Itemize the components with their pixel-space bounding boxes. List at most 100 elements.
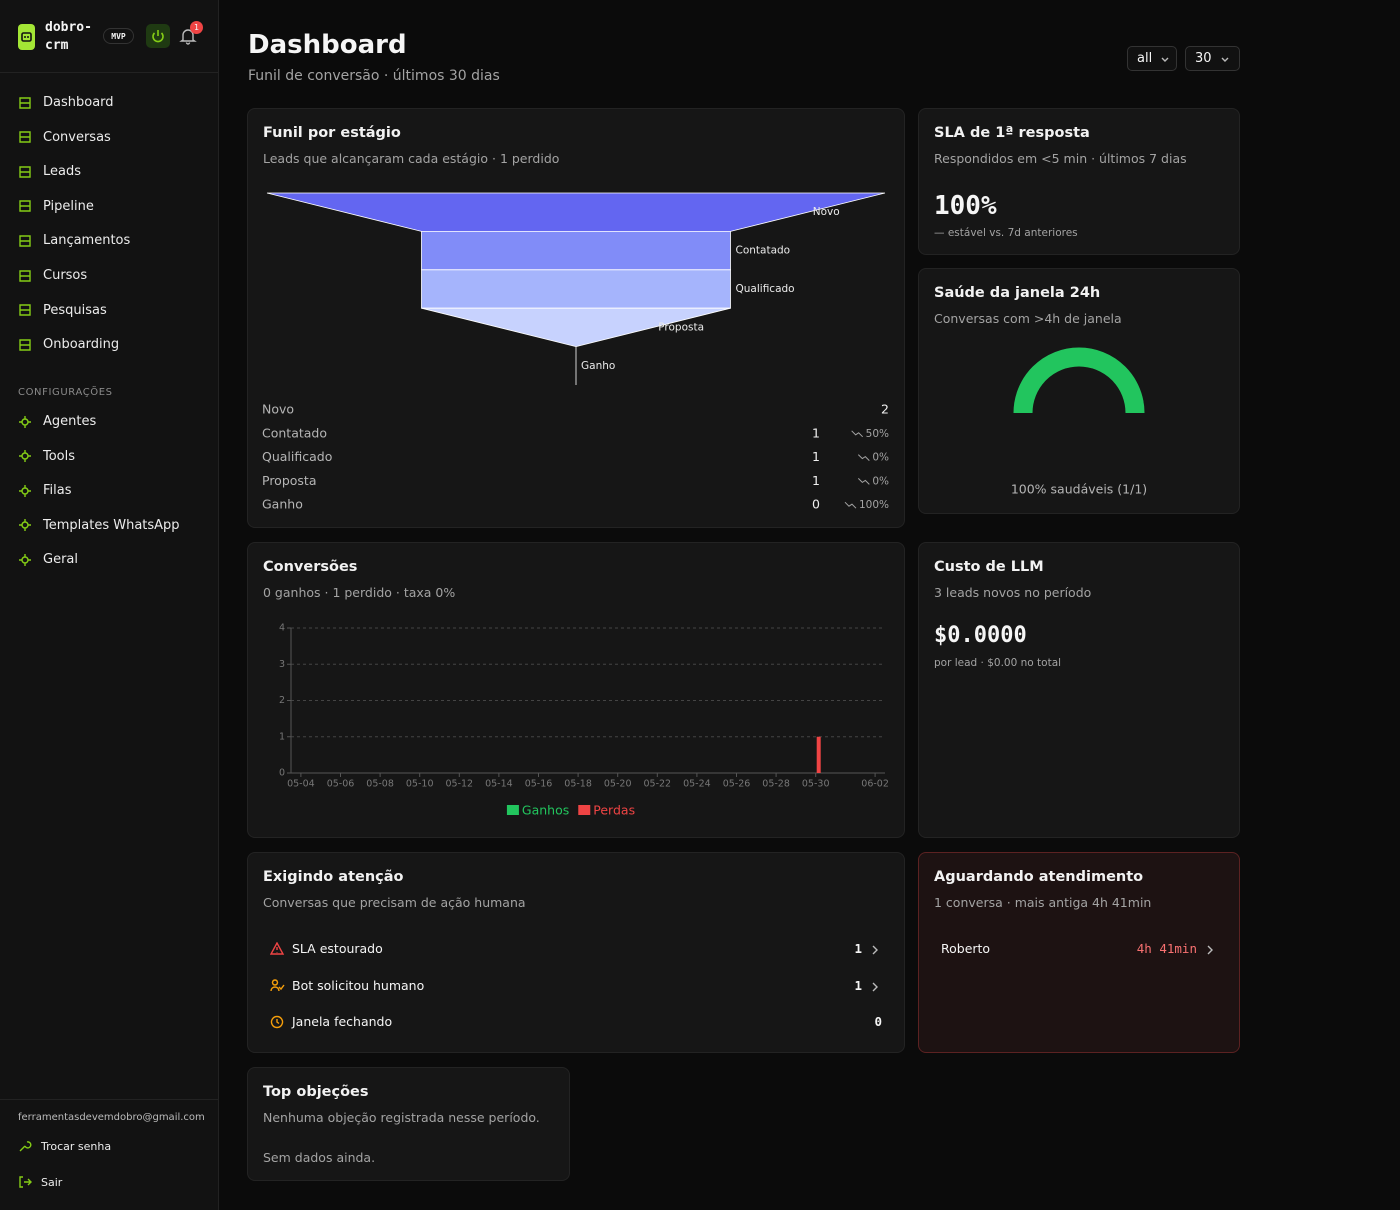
divider: [0, 72, 218, 73]
nav-label: Cursos: [43, 268, 88, 283]
nav-item[interactable]: Conversas: [18, 130, 111, 145]
nav-item[interactable]: Lançamentos: [18, 233, 130, 248]
card-subtitle: Conversas que precisam de ação humana: [263, 895, 526, 910]
icon: [19, 1176, 32, 1188]
item-count: 1: [854, 941, 862, 956]
icon: [19, 519, 31, 532]
logo-icon: [21, 32, 32, 42]
page-subtitle: Funil de conversão · últimos 30 dias: [248, 68, 500, 84]
objections-card: Top objeções Nenhuma objeção registrada …: [247, 1067, 570, 1181]
metric-value: $0.0000: [934, 623, 1027, 648]
conversions-card: Conversões 0 ganhos · 1 perdido · taxa 0…: [247, 542, 905, 838]
attention-card: Exigindo atenção Conversas que precisam …: [247, 852, 905, 1053]
nav-label: Tools: [43, 448, 76, 464]
metric-note: — estável vs. 7d anteriores: [934, 227, 1078, 239]
icon-path: [19, 1141, 32, 1152]
icon-path: [270, 1015, 284, 1029]
nav-label: Pesquisas: [43, 302, 107, 318]
icon-path: [19, 484, 31, 497]
nav-item[interactable]: Dashboard: [18, 95, 114, 110]
nav-label: Agentes: [43, 414, 97, 429]
icon-path: [872, 945, 878, 955]
icon-path: [19, 200, 31, 212]
nav-item[interactable]: Templates WhatsApp: [18, 518, 180, 533]
account-link[interactable]: Trocar senha: [18, 1139, 111, 1153]
icon: [19, 165, 31, 178]
icon: [19, 450, 31, 463]
icon-path: [270, 978, 285, 991]
nav-label: Filas: [43, 483, 72, 499]
icon-path: [19, 131, 31, 143]
nav-item[interactable]: Onboarding: [18, 337, 119, 352]
power-button[interactable]: [146, 24, 170, 48]
card-subtitle: Respondidos em <5 min · últimos 7 dias: [934, 151, 1187, 166]
card-subtitle: 1 conversa · mais antiga 4h 41min: [934, 895, 1152, 910]
nav-item[interactable]: Cursos: [18, 268, 87, 283]
nav-item[interactable]: Tools: [18, 449, 75, 464]
icon: [19, 415, 31, 428]
nav-item[interactable]: Leads: [18, 164, 81, 179]
item-icon: [270, 978, 285, 998]
nav-label: Conversas: [43, 129, 111, 145]
card-subtitle: 0 ganhos · 1 perdido · taxa 0%: [263, 585, 456, 600]
llm-cost-card: Custo de LLM 3 leads novos no período $0…: [918, 542, 1240, 838]
nav-item[interactable]: Agentes: [18, 414, 96, 429]
card-subtitle: 3 leads novos no período: [934, 585, 1092, 600]
icon-path: [19, 96, 31, 109]
icon: [270, 978, 285, 991]
icon: [1221, 57, 1229, 62]
icon: [19, 338, 31, 351]
chevron: [870, 981, 880, 996]
icon: [872, 982, 878, 991]
nav-label: Pipeline: [43, 198, 94, 214]
icon: [19, 304, 31, 316]
card-title: Top objeções: [263, 1084, 369, 1100]
card-title: SLA de 1ª resposta: [934, 125, 1090, 141]
icon-path: [19, 304, 31, 316]
notification-badge: 1: [190, 21, 203, 34]
item-label[interactable]: Janela fechando: [292, 1014, 393, 1029]
badge: MVP: [103, 28, 134, 44]
health-card: Saúde da janela 24h Conversas com >4h de…: [918, 268, 1240, 514]
item-icon: [270, 1015, 285, 1034]
nav-item[interactable]: Pipeline: [18, 199, 94, 214]
icon-path: [1221, 57, 1229, 62]
item-label[interactable]: SLA estourado: [292, 941, 383, 956]
icon: [19, 269, 31, 282]
item-count: 0: [874, 1014, 882, 1029]
filter-value: all: [1137, 51, 1153, 66]
icon-path: [19, 165, 31, 178]
icon-path: [19, 1176, 32, 1188]
icon-path: [19, 553, 31, 566]
filter-select[interactable]: 30: [1185, 46, 1240, 71]
empty-state: Sem dados ainda.: [263, 1150, 376, 1165]
nav-item[interactable]: Geral: [18, 552, 78, 567]
account-link[interactable]: Sair: [18, 1175, 62, 1189]
icon-path: [19, 269, 31, 282]
icon: [19, 484, 31, 497]
nav-item[interactable]: Filas: [18, 483, 72, 498]
icon-path: [19, 519, 31, 532]
nav-label: Dashboard: [43, 95, 114, 110]
filter-select[interactable]: all: [1127, 46, 1177, 71]
card-subtitle: Nenhuma objeção registrada nesse período…: [263, 1110, 540, 1125]
divider: [0, 1099, 218, 1100]
nav-item[interactable]: Pesquisas: [18, 303, 107, 318]
sidebar: dobro- crm MVP 1 CONFIGURAÇÕES ferrament…: [0, 0, 219, 1210]
card-title: Custo de LLM: [934, 559, 1044, 575]
waiting-name[interactable]: Roberto: [941, 941, 991, 956]
icon-path: [1207, 945, 1213, 955]
icon-path: [19, 235, 31, 247]
nav-label: Lançamentos: [43, 233, 131, 249]
account-label: Trocar senha: [41, 1139, 112, 1153]
nav-label: Onboarding: [43, 337, 120, 353]
page-title: Dashboard: [248, 30, 407, 60]
icon-path: [872, 982, 878, 991]
nav-label: Leads: [43, 164, 82, 180]
icon: [1161, 57, 1169, 62]
item-label[interactable]: Bot solicitou humano: [292, 977, 425, 993]
brand-line: crm: [45, 38, 69, 53]
item-count: 1: [854, 977, 862, 993]
waiting-card: Aguardando atendimento 1 conversa · mais…: [918, 852, 1240, 1053]
